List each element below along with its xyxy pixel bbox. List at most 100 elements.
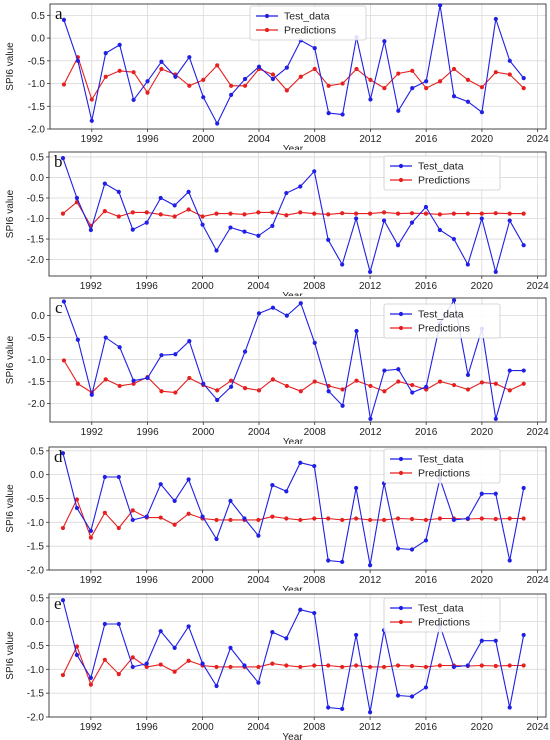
data-point [116,621,121,627]
legend-marker [398,163,404,169]
data-point [144,220,149,225]
y-tick-label: 0.0 [31,311,45,322]
data-point [130,508,135,513]
data-point [395,663,401,668]
data-point [186,658,191,663]
data-point [438,379,443,384]
data-point [284,636,289,641]
data-point [256,680,261,685]
data-point [117,42,122,48]
data-point [74,652,80,658]
data-point [451,517,456,523]
data-point [229,83,234,88]
series-predictions [60,644,526,687]
x-tick-label: 1992 [80,281,103,292]
data-point [242,663,247,668]
chart-panel-b: 1992 1996 2000 2004 2008 2012 2016 2020 2024 -2.0… [5,151,549,296]
data-point [410,382,415,388]
legend-label: Predictions [418,323,470,335]
data-point [410,85,415,91]
legend-marker [398,177,404,183]
data-point [187,55,192,60]
data-point [326,516,331,521]
x-tick-label: 2000 [192,134,215,145]
series-line [62,201,524,227]
data-point [228,664,233,670]
data-point [60,672,66,678]
data-point [298,74,303,79]
data-point [326,237,331,242]
y-tick-label: -1.5 [27,689,45,700]
data-point [145,375,150,381]
data-point [242,212,247,217]
y-tick-label: -0.5 [28,56,46,67]
data-point [159,353,164,358]
data-point [215,397,220,403]
data-point [367,563,373,568]
data-point [521,663,526,668]
data-point [270,223,275,229]
data-point [381,210,387,215]
data-point [270,377,276,382]
data-point [479,516,484,521]
data-point [396,367,401,372]
panel-letter: c [55,298,63,317]
data-point [89,97,94,102]
data-point [507,72,512,77]
data-point [228,645,233,650]
x-tick-label: 1992 [80,575,103,586]
data-point [242,516,247,521]
data-point [88,528,93,534]
data-point [354,632,359,638]
data-point [340,211,345,216]
data-point [340,403,345,408]
legend-label: Test_data [418,454,464,466]
data-point [396,108,401,113]
data-point [116,671,121,677]
x-tick-label: 2004 [248,427,271,438]
data-point [326,663,331,668]
data-point [326,83,331,88]
data-point [312,169,317,174]
data-point [88,227,93,233]
data-point [172,214,177,219]
data-point [465,663,470,668]
y-tick-label: -1.0 [28,355,46,366]
data-point [172,498,177,503]
data-point [354,516,359,521]
data-point [507,368,512,373]
data-point [465,387,471,392]
data-point [89,118,94,123]
panel-letter: d [54,447,63,466]
data-point [130,664,135,670]
x-tick-label: 2008 [303,281,326,292]
data-point [298,389,303,394]
data-point [270,210,275,215]
data-point [103,377,108,382]
data-point [521,632,526,638]
data-point [214,664,219,670]
x-tick-label: 2008 [304,134,327,145]
data-point [409,516,415,522]
data-point [354,66,359,72]
data-point [102,181,107,186]
data-point [116,214,121,219]
data-point [284,88,289,93]
data-point [60,598,66,603]
data-point [242,83,248,88]
data-point [103,335,108,340]
x-tick-label: 2012 [359,134,382,145]
series-test-data [61,3,526,126]
data-point [61,17,67,23]
data-point [284,313,289,318]
data-point [395,546,401,551]
data-point [215,121,220,126]
data-point [215,63,220,68]
data-point [367,517,373,523]
data-point [214,211,219,216]
legend-marker [398,456,404,462]
data-point [117,68,122,73]
data-point [284,383,289,389]
data-point [186,477,191,482]
data-point [298,664,303,670]
